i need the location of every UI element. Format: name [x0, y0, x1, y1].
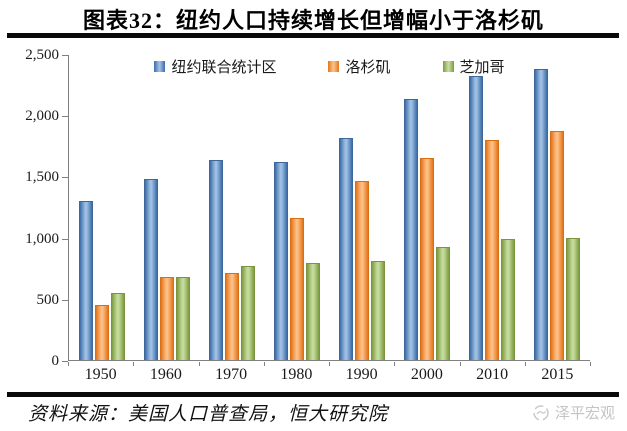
x-tick-mark-1 — [133, 362, 134, 366]
x-tick-mark-2 — [199, 362, 200, 366]
bar-groups — [69, 55, 590, 360]
x-tick-mark-3 — [264, 362, 265, 366]
bar-1970-series1 — [224, 273, 239, 360]
bar-1990-series0 — [339, 138, 354, 360]
source-note: 资料来源：美国人口普查局，恒大研究院 — [28, 404, 389, 425]
bar-2015-series2 — [566, 238, 581, 360]
legend-item-chicago: 芝加哥 — [442, 56, 505, 77]
y-tick-label-2500: 2,500 — [25, 47, 59, 63]
y-tick-label-0: 0 — [51, 353, 60, 369]
legend-swatch-losangeles-icon — [328, 61, 340, 72]
bar-2015-series1 — [550, 131, 565, 360]
y-tick-label-1000: 1,000 — [25, 231, 59, 247]
y-tick-mark-2000 — [62, 116, 68, 117]
watermark-label: 泽平宏观 — [554, 406, 615, 422]
x-tick-label-2000: 2000 — [410, 366, 443, 383]
x-tick-label-2010: 2010 — [476, 366, 509, 383]
x-tick-mark-5 — [394, 362, 395, 366]
bar-1960-series2 — [175, 277, 190, 360]
legend-item-losangeles: 洛杉矶 — [328, 56, 391, 77]
y-tick-label-1500: 1,500 — [25, 169, 59, 185]
x-tick-mark-0 — [68, 362, 69, 366]
y-axis: 0 500 1,000 1,500 2,000 2,500 — [0, 47, 60, 369]
y-tick-label-500: 500 — [36, 292, 60, 308]
y-tick-mark-500 — [62, 300, 68, 301]
bar-1970-series2 — [240, 266, 255, 360]
legend-label-losangeles: 洛杉矶 — [345, 60, 391, 76]
bar-1960-series1 — [159, 277, 174, 360]
bar-group-1950 — [69, 55, 134, 360]
bar-2000-series0 — [404, 99, 419, 360]
y-tick-mark-0 — [62, 361, 68, 362]
x-tick-mark-6 — [460, 362, 461, 366]
y-tick-mark-2500 — [62, 55, 68, 56]
bar-group-1990 — [330, 55, 395, 360]
legend-item-newyork: 纽约联合统计区 — [154, 56, 276, 77]
x-tick-label-1950: 1950 — [84, 366, 117, 383]
x-tick-mark-7 — [525, 362, 526, 366]
bar-group-2010 — [460, 55, 525, 360]
x-tick-label-1960: 1960 — [149, 366, 182, 383]
bar-1950-series2 — [110, 293, 125, 360]
y-tick-mark-1000 — [62, 239, 68, 240]
bar-2010-series1 — [485, 140, 500, 360]
bar-group-2000 — [395, 55, 460, 360]
bar-2010-series2 — [501, 239, 516, 360]
bar-1960-series0 — [143, 179, 158, 360]
watermark: 泽平宏观 — [532, 402, 615, 423]
bar-1980-series0 — [273, 162, 288, 360]
y-tick-mark-1500 — [62, 177, 68, 178]
title-divider-rule — [7, 33, 619, 38]
legend-label-chicago: 芝加哥 — [459, 60, 505, 76]
x-tick-label-2015: 2015 — [541, 366, 574, 383]
bar-group-1980 — [264, 55, 329, 360]
legend: 纽约联合统计区 洛杉矶 芝加哥 — [69, 56, 590, 77]
bar-1990-series1 — [355, 181, 370, 360]
zeping-macro-logo-icon — [533, 404, 549, 421]
bar-1980-series2 — [305, 263, 320, 360]
bar-group-1960 — [134, 55, 199, 360]
legend-swatch-newyork-icon — [154, 61, 166, 72]
y-tick-label-2000: 2,000 — [25, 108, 59, 124]
footer: 资料来源：美国人口普查局，恒大研究院 泽平宏观 — [0, 399, 627, 426]
x-tick-mark-4 — [329, 362, 330, 366]
bar-group-2015 — [525, 55, 590, 360]
legend-swatch-chicago-icon — [442, 61, 454, 72]
plot-area: 纽约联合统计区 洛杉矶 芝加哥 — [68, 55, 590, 361]
bar-1950-series0 — [78, 201, 93, 360]
bar-1950-series1 — [94, 305, 109, 360]
bar-1980-series1 — [289, 218, 304, 360]
bar-2000-series2 — [436, 247, 451, 360]
chart-title: 图表32：纽约人口持续增长但增幅小于洛杉矶 — [82, 8, 544, 33]
bar-2000-series1 — [420, 158, 435, 360]
legend-label-newyork: 纽约联合统计区 — [171, 60, 277, 76]
bar-2010-series0 — [469, 76, 484, 360]
x-tick-label-1980: 1980 — [280, 366, 313, 383]
footer-divider-rule — [7, 392, 619, 397]
bar-group-1970 — [199, 55, 264, 360]
x-tick-mark-8 — [590, 362, 591, 366]
bar-1990-series2 — [371, 261, 386, 360]
bar-1970-series0 — [208, 160, 223, 360]
x-tick-label-1970: 1970 — [215, 366, 248, 383]
bar-2015-series0 — [534, 69, 549, 360]
x-axis: 1950 1960 1970 1980 1990 2000 2010 2015 — [68, 366, 590, 384]
x-tick-label-1990: 1990 — [345, 366, 378, 383]
